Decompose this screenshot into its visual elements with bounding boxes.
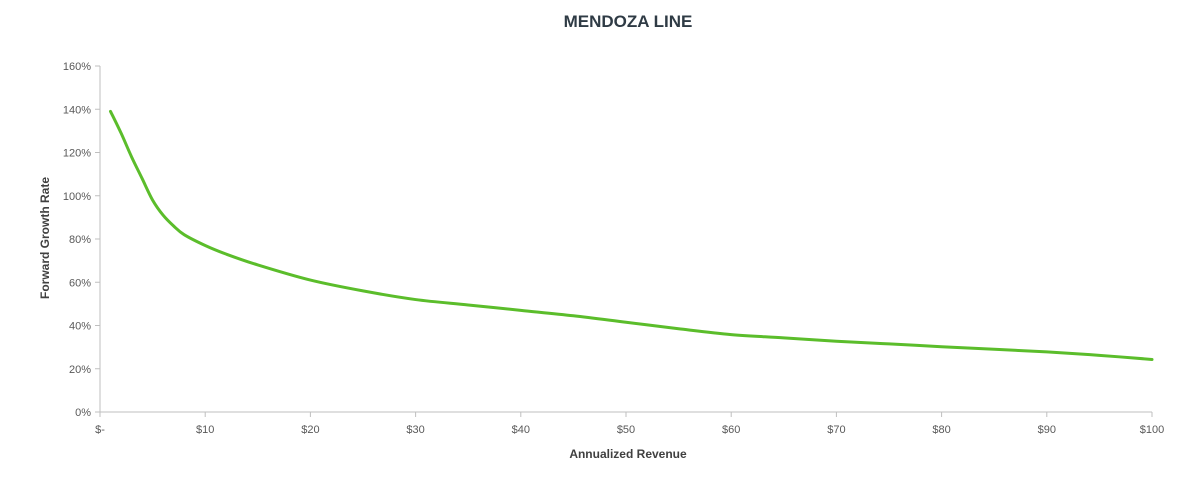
chart-title: MENDOZA LINE [564, 12, 693, 31]
x-tick-label: $50 [617, 424, 635, 436]
x-tick-label: $20 [301, 424, 319, 436]
y-tick-label: 0% [75, 407, 91, 419]
x-tick-label: $- [95, 424, 105, 436]
x-tick-label: $70 [827, 424, 845, 436]
series-layer [109, 109, 1154, 361]
y-tick-label: 100% [63, 191, 91, 203]
series-line-0 [109, 109, 1154, 361]
y-tick-label: 60% [69, 277, 91, 289]
x-tick-label: $60 [722, 424, 740, 436]
x-tick-label: $100 [1140, 424, 1164, 436]
y-tick-label: 120% [63, 148, 91, 160]
x-tick-label: $10 [196, 424, 214, 436]
y-axis: 0% 20% 40% 60% 80% 100% 120% 140% 160% [63, 61, 101, 419]
x-tick-label: $80 [932, 424, 950, 436]
x-tick-label: $90 [1038, 424, 1056, 436]
y-tick-label: 40% [69, 321, 91, 333]
x-axis-label: Annualized Revenue [569, 447, 687, 461]
x-tick-label: $30 [406, 424, 424, 436]
x-axis: $- $10 $20 $30 $40 $50 $60 $70 $80 $90 $100 [95, 411, 1164, 436]
x-tick-label: $40 [512, 424, 530, 436]
y-axis-label: Forward Growth Rate [38, 177, 52, 299]
y-tick-label: 80% [69, 234, 91, 246]
y-tick-label: 160% [63, 61, 91, 73]
y-tick-label: 20% [69, 364, 91, 376]
y-tick-label: 140% [63, 104, 91, 116]
